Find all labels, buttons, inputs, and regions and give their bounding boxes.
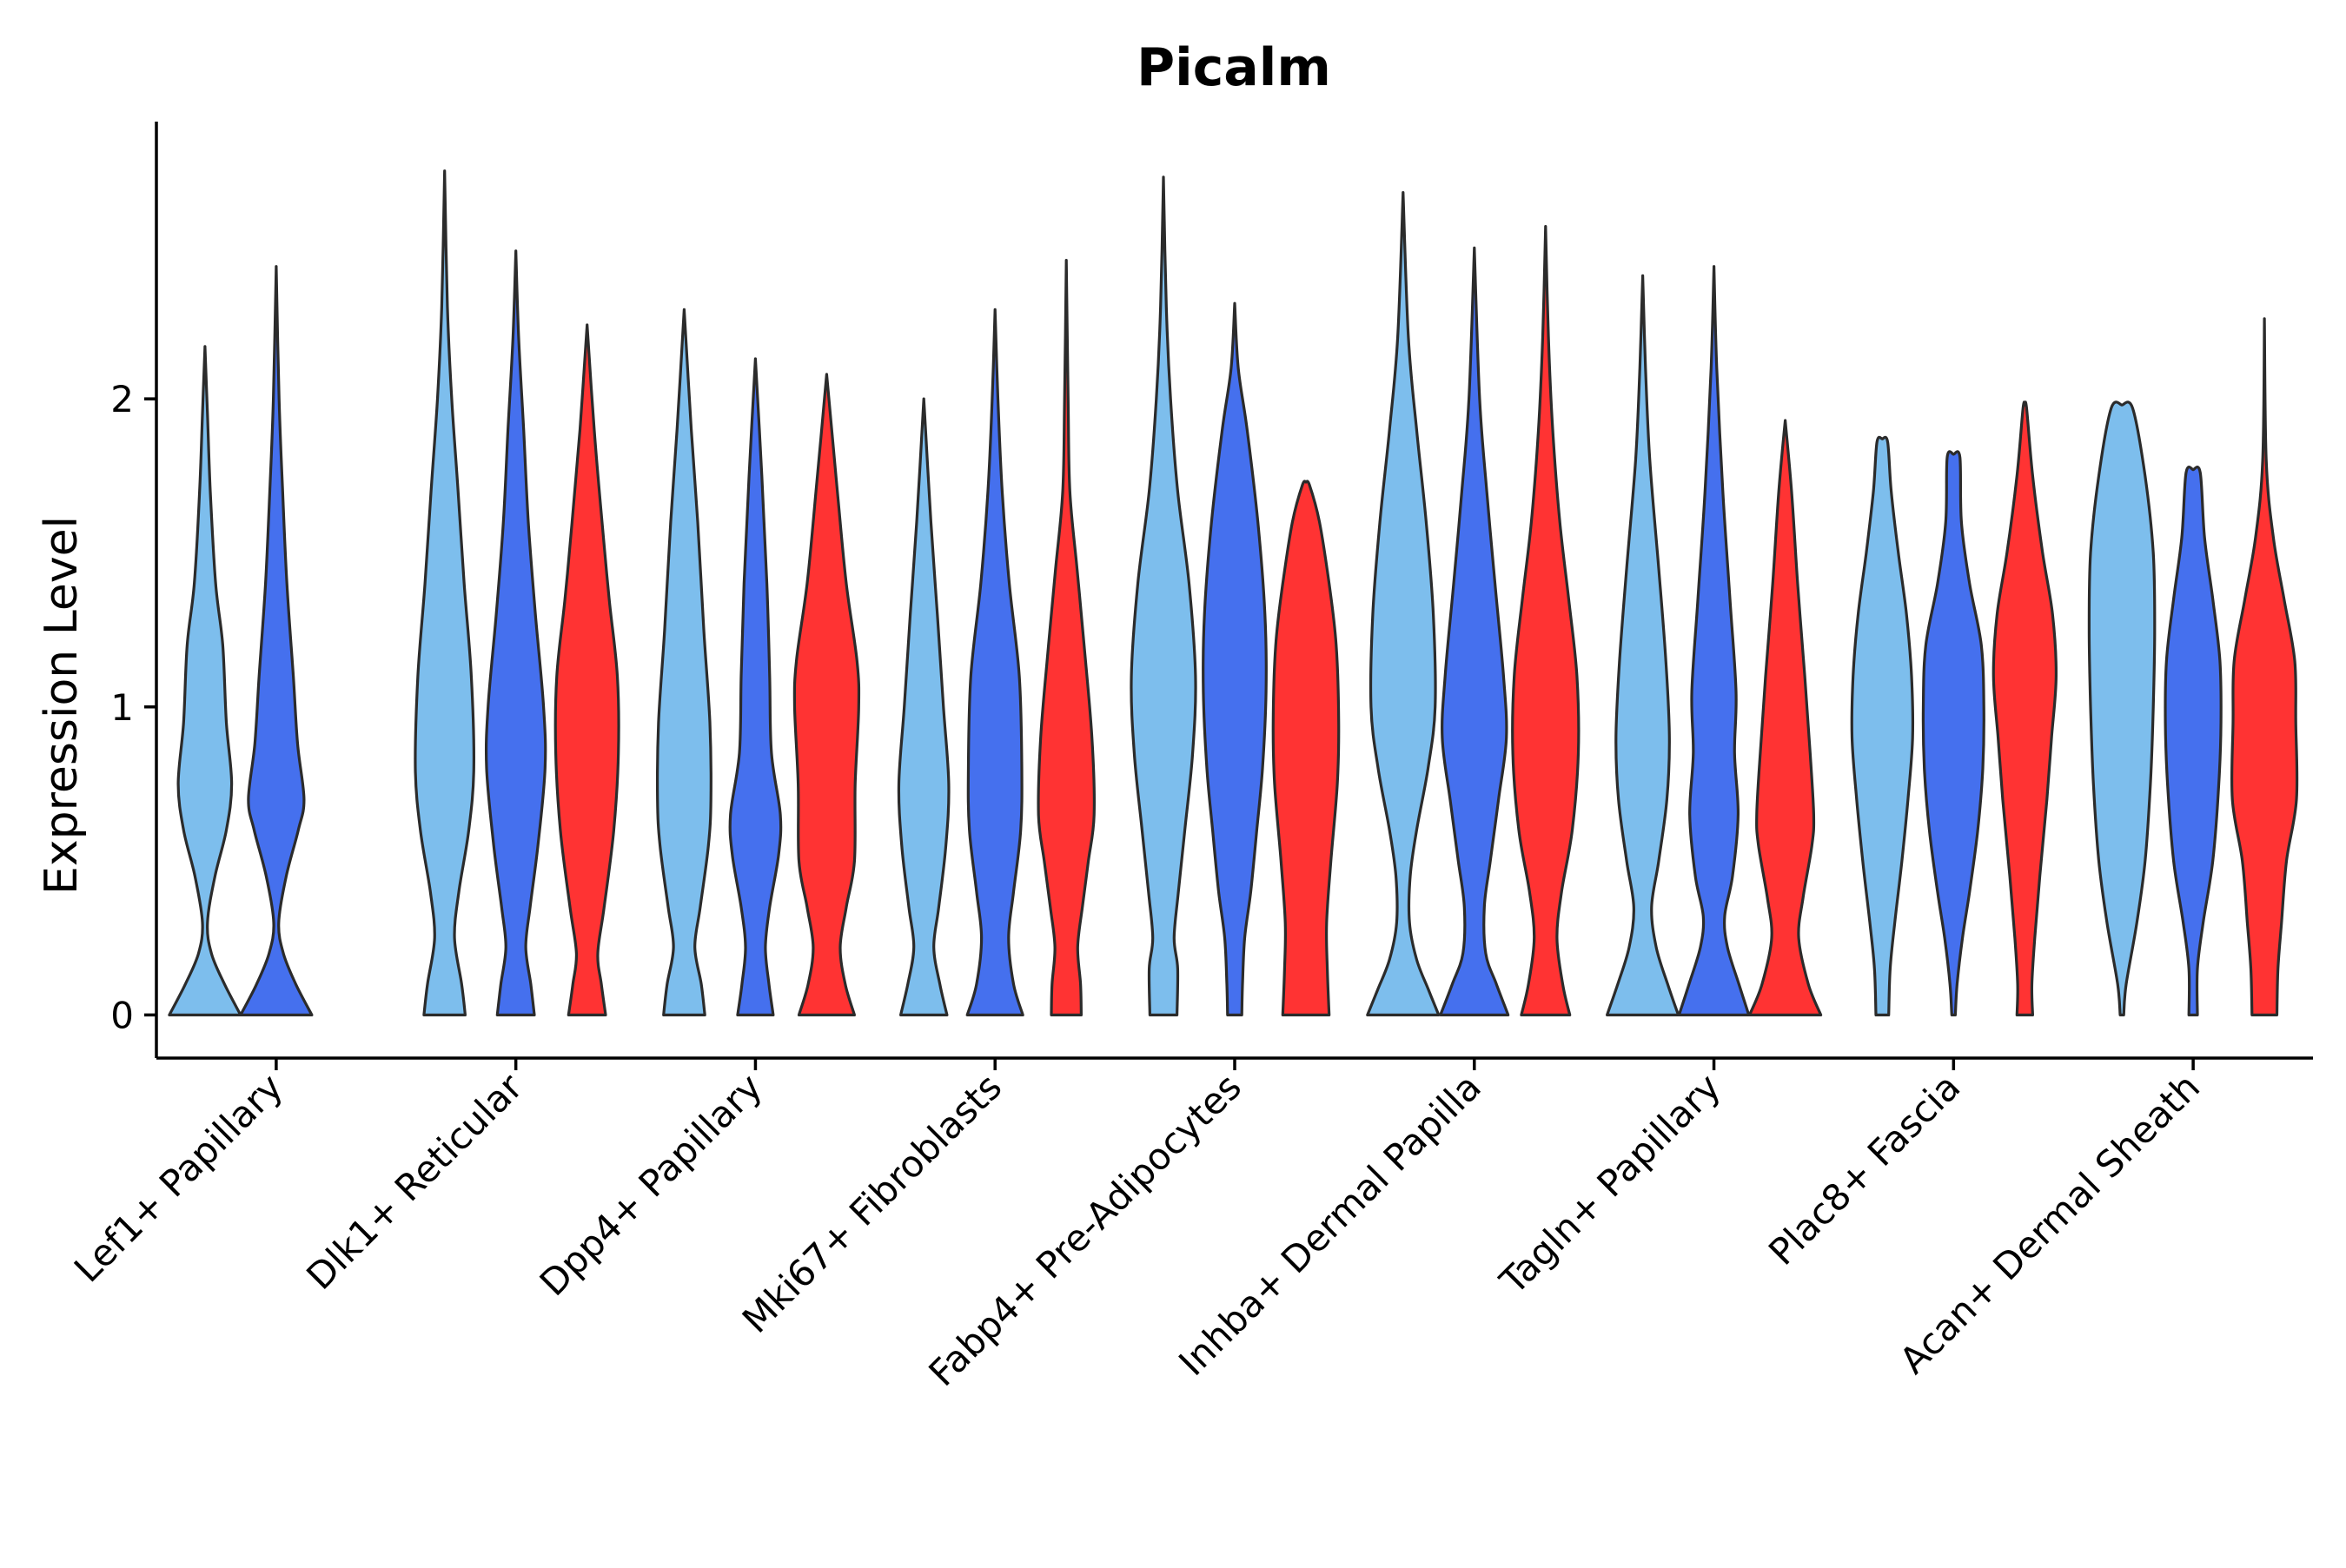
violin-6-0 bbox=[1606, 274, 1680, 1016]
violin-8-0 bbox=[2087, 400, 2157, 1016]
y-tick-label-1: 1 bbox=[110, 686, 134, 729]
violin-1-2 bbox=[553, 323, 620, 1016]
violin-3-2 bbox=[1037, 259, 1097, 1016]
x-tick-label-2: Dpp4+ Papillary bbox=[532, 1065, 771, 1304]
violin-4-1 bbox=[1202, 301, 1268, 1016]
x-tick-label-3: Mki67+ Fibroblasts bbox=[734, 1065, 1010, 1340]
x-tick-label-6: Tagln+ Papillary bbox=[1491, 1065, 1728, 1302]
y-axis-label: Expression Level bbox=[36, 516, 88, 895]
violins-layer bbox=[168, 169, 2299, 1016]
x-ticks-layer: Lef1+ Papillary Dlk1+ Reticular Dpp4+ Papi… bbox=[66, 1058, 2208, 1394]
violin-2-1 bbox=[728, 357, 783, 1016]
y-tick-label-2: 2 bbox=[110, 378, 134, 420]
x-tick-label-7: Plac8+ Fascia bbox=[1760, 1065, 1968, 1273]
violin-2-0 bbox=[655, 308, 712, 1016]
violin-7-2 bbox=[1991, 400, 2058, 1016]
violin-6-2 bbox=[1748, 419, 1823, 1016]
violin-0-0 bbox=[168, 345, 242, 1016]
violin-6-1 bbox=[1677, 265, 1751, 1016]
x-tick-label-0: Lef1+ Papillary bbox=[66, 1065, 291, 1290]
x-tick-label-1: Dlk1+ Reticular bbox=[298, 1065, 531, 1298]
violin-8-1 bbox=[2164, 465, 2223, 1016]
violin-1-0 bbox=[414, 169, 475, 1016]
violin-8-2 bbox=[2230, 317, 2299, 1016]
violin-7-0 bbox=[1850, 435, 1915, 1016]
violin-5-0 bbox=[1366, 191, 1441, 1016]
violin-1-1 bbox=[484, 249, 547, 1016]
violin-0-1 bbox=[239, 265, 314, 1016]
violin-7-1 bbox=[1921, 450, 1985, 1016]
violin-4-2 bbox=[1271, 480, 1341, 1016]
violin-5-1 bbox=[1439, 246, 1510, 1016]
violin-2-2 bbox=[792, 373, 861, 1016]
violin-4-0 bbox=[1130, 175, 1197, 1016]
violin-3-0 bbox=[897, 397, 951, 1016]
y-tick-label-0: 0 bbox=[110, 994, 134, 1036]
y-ticks-layer: 0 1 2 bbox=[110, 378, 156, 1036]
chart-title: Picalm bbox=[1137, 37, 1331, 98]
violin-3-1 bbox=[965, 308, 1024, 1016]
violin-5-2 bbox=[1511, 225, 1581, 1016]
